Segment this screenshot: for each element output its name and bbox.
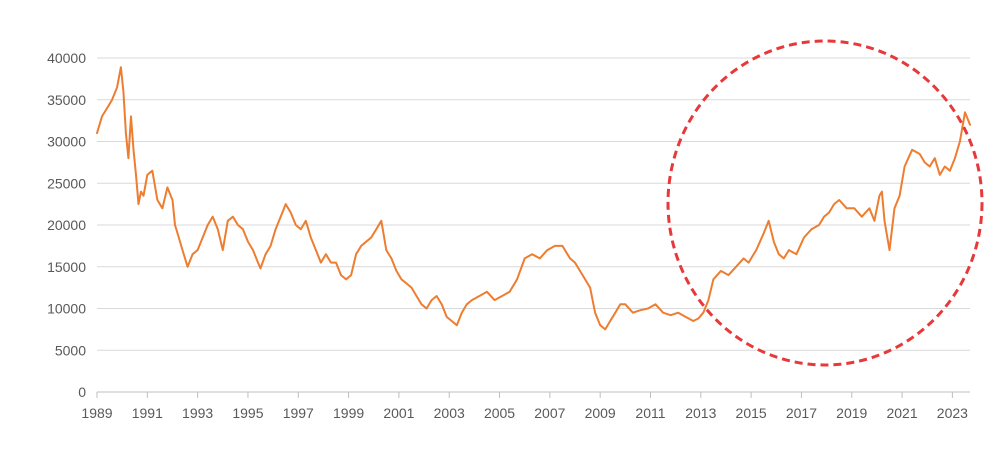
x-tick-label: 2017 bbox=[786, 405, 817, 421]
x-tick-label: 2023 bbox=[937, 405, 968, 421]
gridlines bbox=[97, 57, 970, 351]
x-axis-tick-labels: 1989 1991 1993 1995 1997 1999 2001 2003 2005 2007… bbox=[81, 405, 968, 421]
series-layer bbox=[96, 66, 971, 331]
x-tick-label: 1991 bbox=[132, 405, 163, 421]
series-line bbox=[96, 66, 971, 331]
y-axis-tick-labels: 0 5000 10000 15000 20000 25000 30000 35000 40000 bbox=[47, 50, 86, 400]
x-axis bbox=[96, 391, 970, 398]
y-tick-label: 40000 bbox=[47, 50, 86, 66]
x-tick-label: 2003 bbox=[434, 405, 465, 421]
x-tick-label: 2015 bbox=[736, 405, 767, 421]
x-tick-label: 2013 bbox=[685, 405, 716, 421]
x-tick-label: 2007 bbox=[534, 405, 565, 421]
y-tick-label: 30000 bbox=[47, 134, 86, 150]
annotation-layer bbox=[666, 39, 984, 367]
y-tick-label: 10000 bbox=[47, 301, 86, 317]
x-tick-label: 2019 bbox=[836, 405, 867, 421]
y-tick-label: 0 bbox=[78, 384, 86, 400]
y-tick-label: 35000 bbox=[47, 92, 86, 108]
x-tick-label: 2005 bbox=[484, 405, 515, 421]
highlight-circle bbox=[666, 39, 984, 367]
y-tick-label: 20000 bbox=[47, 217, 86, 233]
x-tick-label: 1995 bbox=[232, 405, 263, 421]
y-tick-label: 5000 bbox=[55, 342, 86, 358]
x-tick-label: 1993 bbox=[182, 405, 213, 421]
x-tick-label: 1989 bbox=[81, 405, 112, 421]
x-tick-label: 2001 bbox=[383, 405, 414, 421]
y-tick-label: 25000 bbox=[47, 175, 86, 191]
x-tick-label: 1997 bbox=[283, 405, 314, 421]
x-tick-label: 2009 bbox=[585, 405, 616, 421]
x-tick-label: 1999 bbox=[333, 405, 364, 421]
y-tick-label: 15000 bbox=[47, 259, 86, 275]
x-tick-label: 2021 bbox=[886, 405, 917, 421]
x-tick-label: 2011 bbox=[635, 405, 665, 421]
